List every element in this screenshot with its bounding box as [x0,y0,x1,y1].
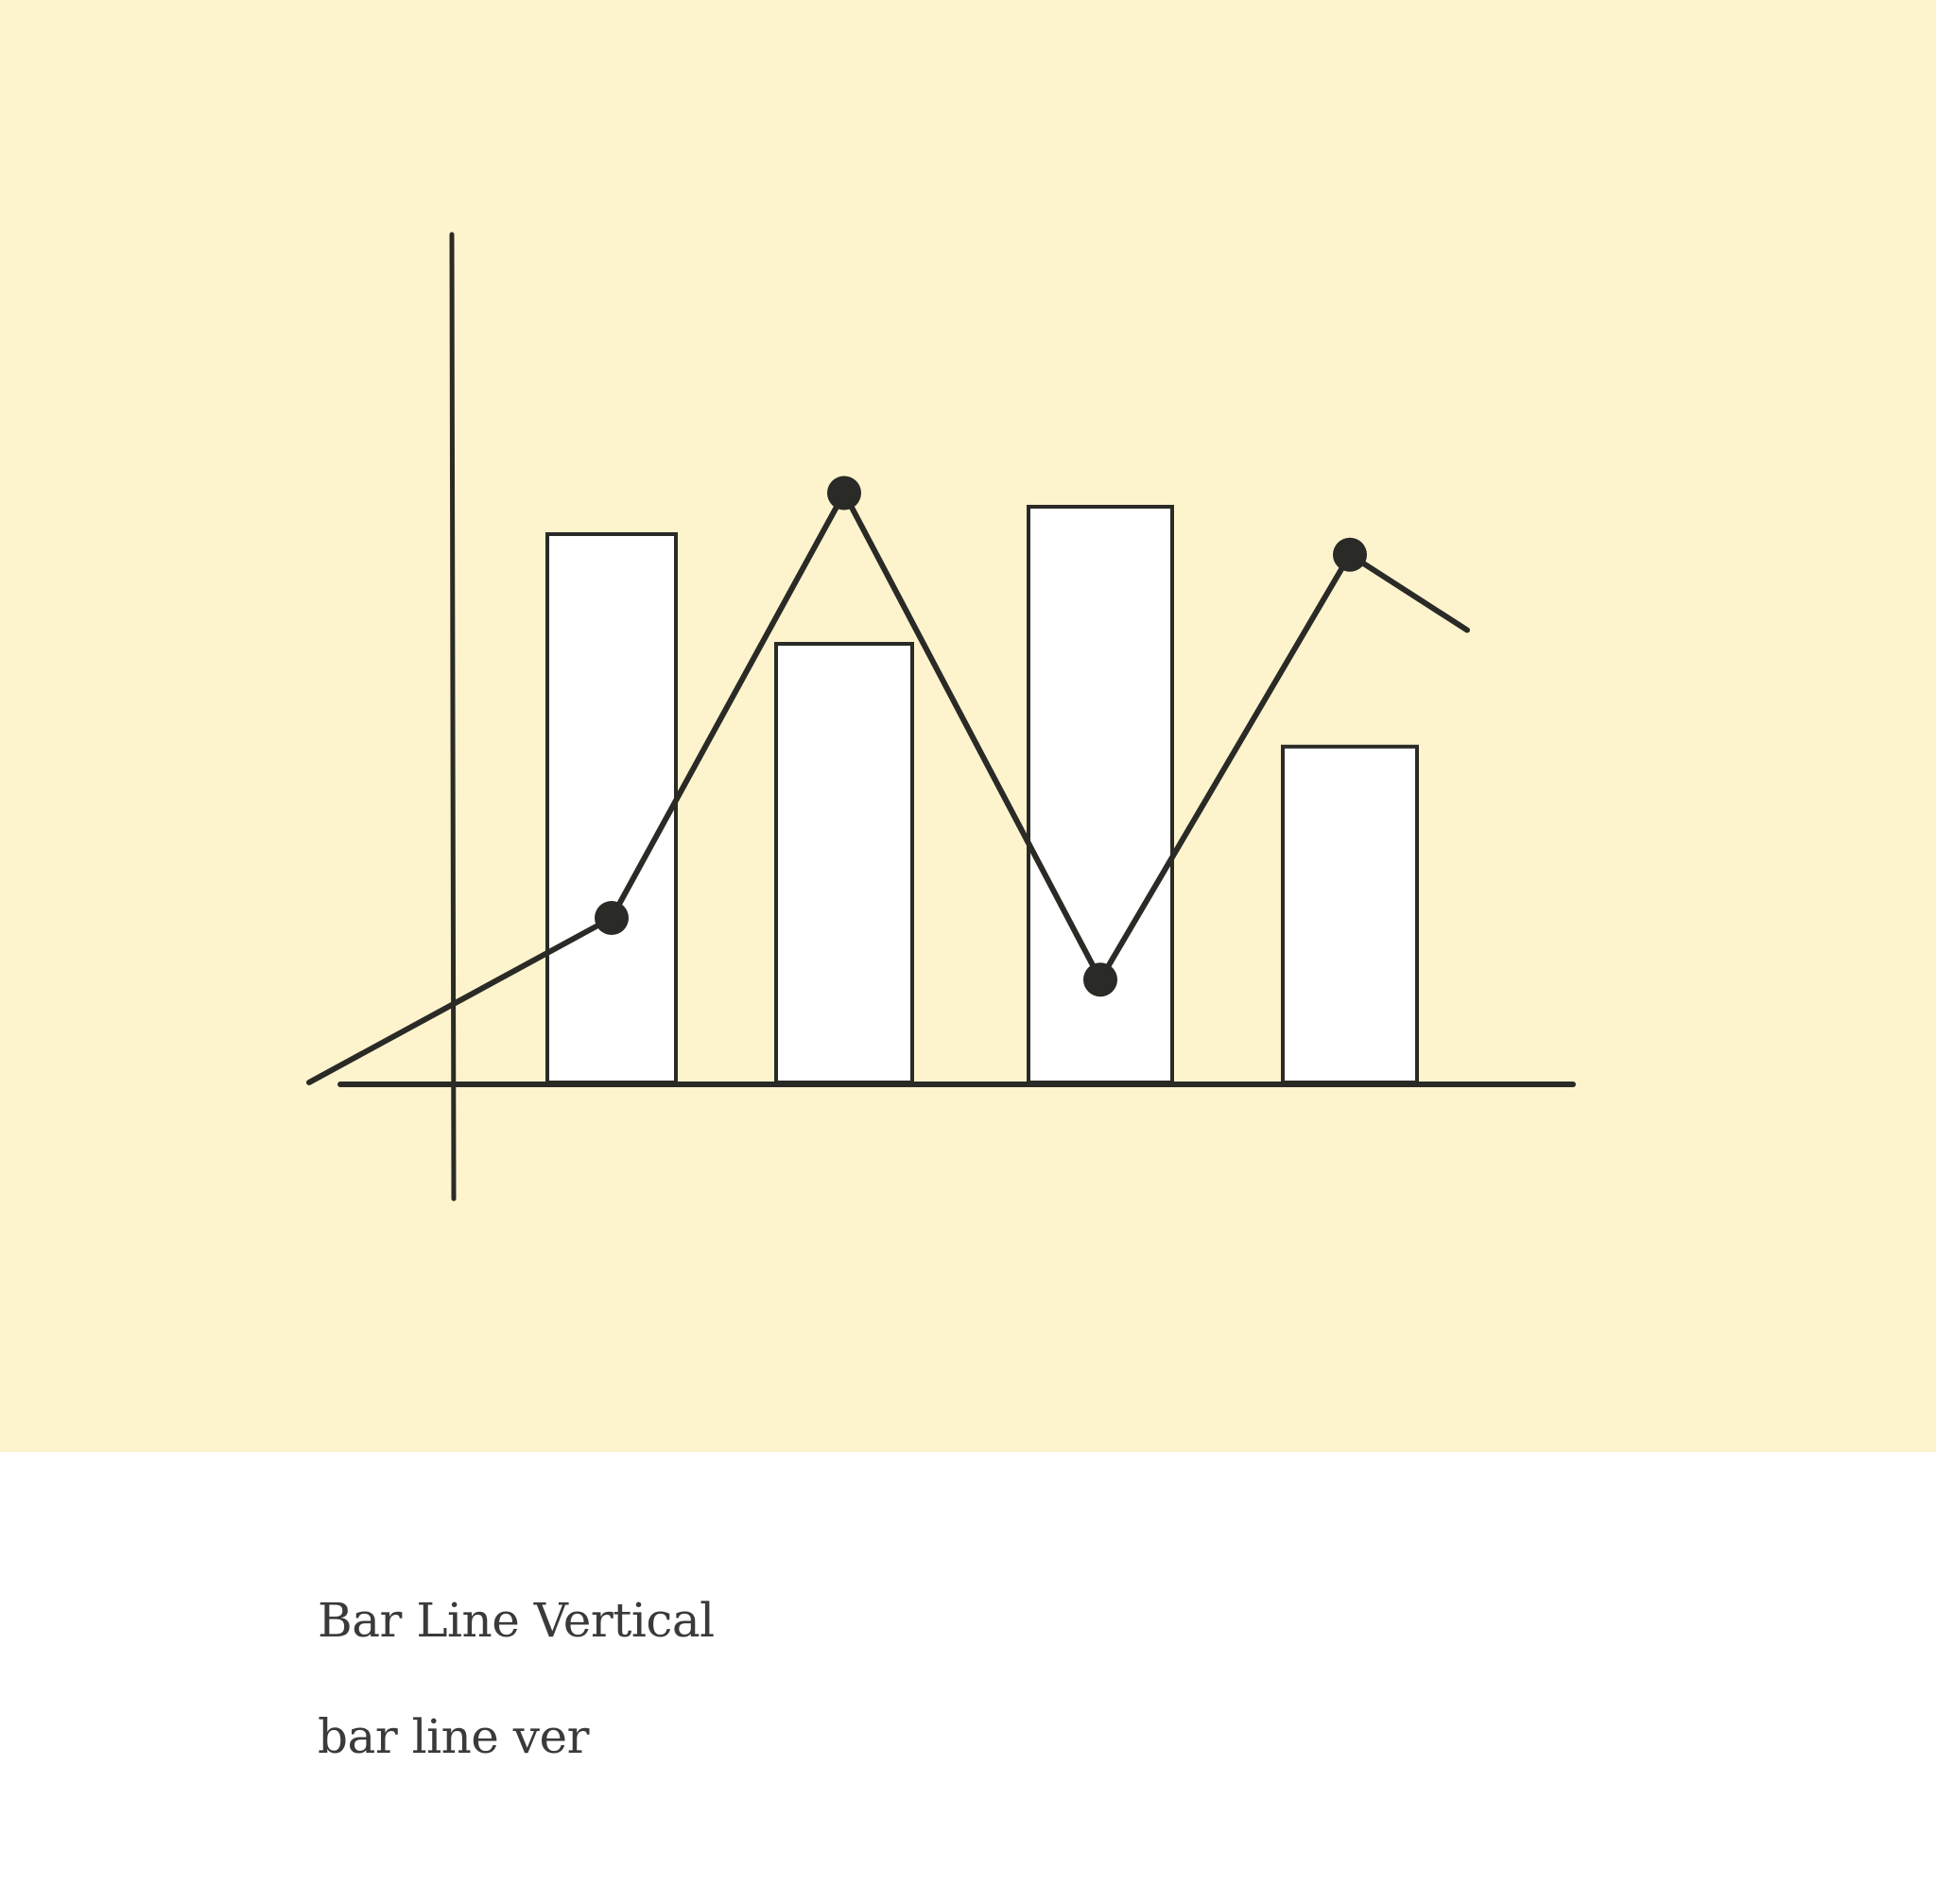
line-point-2 [827,476,861,511]
bar-2 [774,642,914,1084]
line-series-group [306,476,1470,1085]
bar-3 [1027,505,1174,1084]
card-subtitle: bar line ver [318,1709,590,1764]
line-point-1 [595,901,629,935]
illustration-panel [0,0,1936,1452]
line-series [306,490,1470,1085]
bars-group [545,505,1419,1084]
card-title: Bar Line Vertical [318,1593,715,1648]
bar-1 [545,532,678,1084]
bar-line-vertical-icon [306,232,1576,1202]
y-axis [449,232,457,1202]
line-point-4 [1333,537,1367,572]
line-point-3 [1083,962,1117,997]
bar-4 [1281,744,1419,1084]
